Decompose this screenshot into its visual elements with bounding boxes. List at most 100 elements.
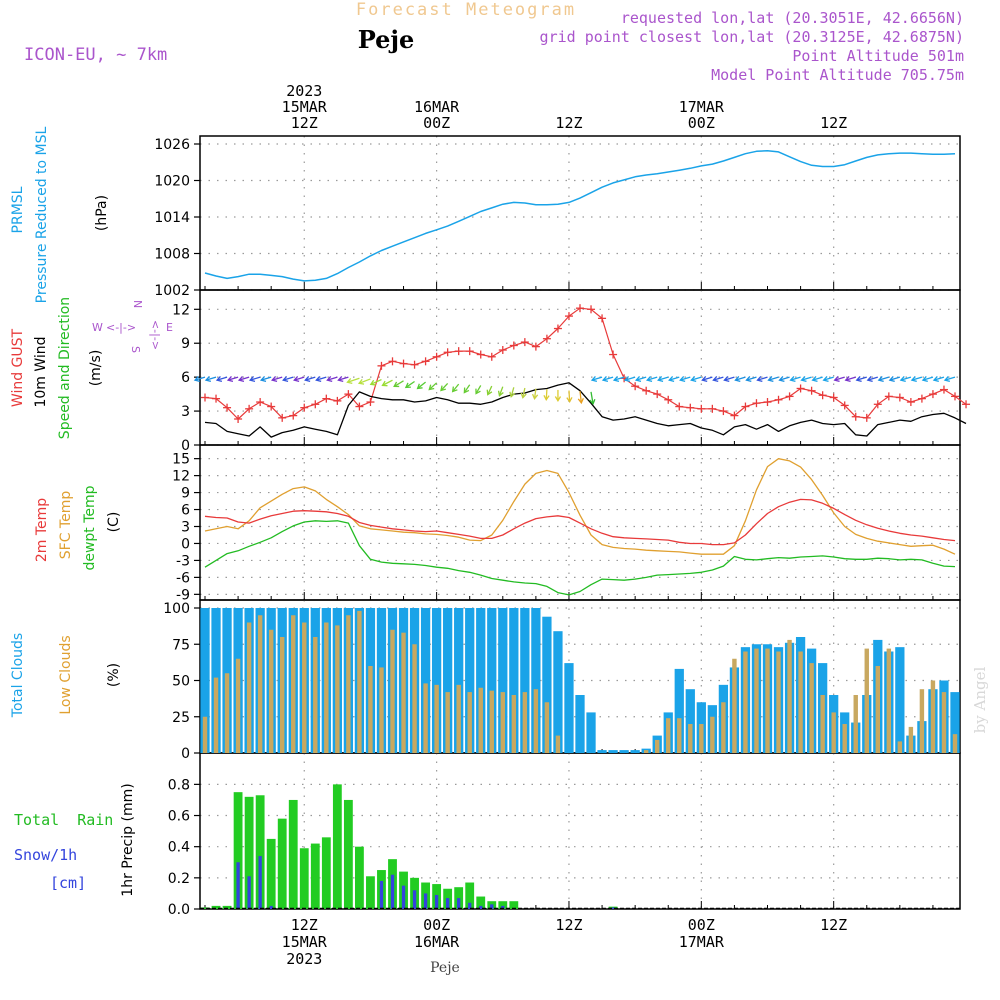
wind-dir-arrow-shaft (417, 381, 426, 389)
wind-dir-arrow-shaft (347, 377, 360, 383)
gust-marker (509, 341, 518, 350)
wind-dir-arrow-head (844, 376, 851, 383)
wind-dir-arrow (193, 376, 206, 383)
gust-marker (730, 411, 739, 420)
wind-dir-arrow-shaft (249, 376, 261, 381)
low-cloud-bar (423, 683, 428, 753)
top-time-label: 16MAR (414, 98, 460, 116)
low-cloud-bar (787, 639, 792, 753)
pressure-msl-label: Pressure Reduced to MSL (34, 126, 50, 303)
precipitation-ytick-label: 0.4 (168, 840, 190, 856)
low-cloud-bar (202, 716, 208, 753)
wind-dir-arrow (822, 376, 834, 383)
low-cloud-bar (555, 735, 561, 753)
gust-marker (719, 407, 728, 416)
wind-dir-arrow-head (259, 376, 267, 383)
gust-marker (223, 403, 232, 412)
rain-bar (299, 848, 309, 909)
wind-frame (199, 289, 961, 446)
wind-dir-arrow (393, 380, 404, 388)
gust-marker (300, 403, 309, 412)
total-cloud-bar (498, 608, 508, 753)
low-cloud-bar (798, 651, 803, 753)
wind-dir-arrow (566, 390, 573, 404)
wind-dir-arrow-shaft (327, 376, 338, 381)
compass-vertical-arrows: <-|-> (149, 320, 162, 350)
wind-dir-arrow-shaft (658, 376, 669, 381)
clouds-ytick-label: 100 (163, 601, 190, 617)
total-cloud-bar (200, 608, 210, 753)
low-cloud-bar (511, 695, 517, 753)
rain-bar (222, 905, 232, 909)
wind-dir-arrow (932, 376, 945, 383)
total-cloud-bar (575, 695, 585, 753)
temperature-ytick-label: -9 (176, 587, 190, 603)
gust-marker (763, 398, 772, 407)
low-cloud-bar (732, 658, 737, 753)
wind-dir-arrow-shaft (922, 376, 934, 381)
wind-dir-arrow-shaft (238, 376, 250, 381)
wind-dir-arrow-shaft (635, 376, 647, 381)
wind-dir-arrow-head (877, 376, 884, 383)
wind-dir-arrow-shaft (647, 376, 658, 381)
snow-bar (236, 862, 240, 909)
wind-dir-arrow (404, 380, 415, 389)
wind-dir-arrow-head (723, 376, 730, 383)
wind-dir-arrow (337, 376, 349, 383)
precipitation-ytick-label: 0.0 (168, 902, 190, 918)
gust-marker (278, 413, 287, 422)
gust-marker (895, 393, 904, 402)
gust-marker (333, 396, 342, 405)
rain-bar (355, 846, 364, 909)
gust-marker (234, 414, 243, 423)
gust-marker (906, 398, 915, 407)
wind-dir-arrow-head (451, 386, 458, 393)
wind-dir-arrow-shaft (498, 386, 504, 396)
low-cloud-bar (500, 692, 505, 753)
gust-marker (807, 386, 816, 395)
wind-dir-arrow-head (601, 376, 609, 383)
rain-bar (509, 901, 519, 909)
wind-dir-arrow-shaft (272, 376, 283, 381)
low-cloud-bar (930, 680, 936, 753)
wind-dir-arrow-head (566, 397, 573, 404)
rain-bar (233, 792, 243, 909)
sfc-temp-label: SFC Temp (58, 491, 74, 560)
dewpt-label: dewpt Temp (82, 485, 98, 570)
gust-marker (576, 304, 584, 313)
total-cloud-bar (564, 663, 574, 753)
wind-dir-arrow-shaft (522, 387, 526, 398)
wind-dir-arrow-shaft (283, 376, 294, 381)
wind-dir-arrow-head (589, 398, 596, 406)
wind-dir-arrow-shaft (900, 376, 912, 381)
wind-dir-arrow-shaft (845, 376, 856, 381)
wind-dir-arrow-shaft (545, 389, 548, 400)
wind-dir-arrow (601, 376, 614, 383)
wind-dir-arrow (866, 376, 878, 383)
wind-dir-arrow (270, 376, 283, 383)
low-cloud-bar (875, 666, 880, 753)
total-cloud-bar (895, 647, 905, 753)
wind-dir-arrow-head (440, 385, 446, 392)
gust-marker (609, 350, 618, 359)
wind-dir-arrow (497, 386, 504, 397)
wind-dir-arrow-head (888, 376, 895, 383)
wind-dir-arrow-head (679, 376, 686, 383)
wind-dir-arrow-head (734, 376, 741, 383)
wind-dir-arrow (369, 378, 382, 386)
gust-marker (322, 394, 331, 403)
wind-dir-arrow-shaft (510, 387, 515, 397)
point-altitude: Point Altitude 501m (792, 47, 964, 65)
t2m-label: 2m Temp (34, 498, 50, 562)
gust-marker (598, 314, 607, 323)
rain-bar (366, 876, 375, 909)
wind-ytick-label: 12 (172, 302, 190, 318)
total-cloud-bar (431, 608, 442, 753)
gust-marker (697, 404, 706, 413)
low-cloud-bar (820, 695, 825, 753)
wind-dir-arrow-head (833, 376, 840, 383)
clouds-ytick-label: 75 (172, 637, 190, 653)
snow-bar (445, 898, 450, 909)
rain-bar (343, 799, 353, 909)
